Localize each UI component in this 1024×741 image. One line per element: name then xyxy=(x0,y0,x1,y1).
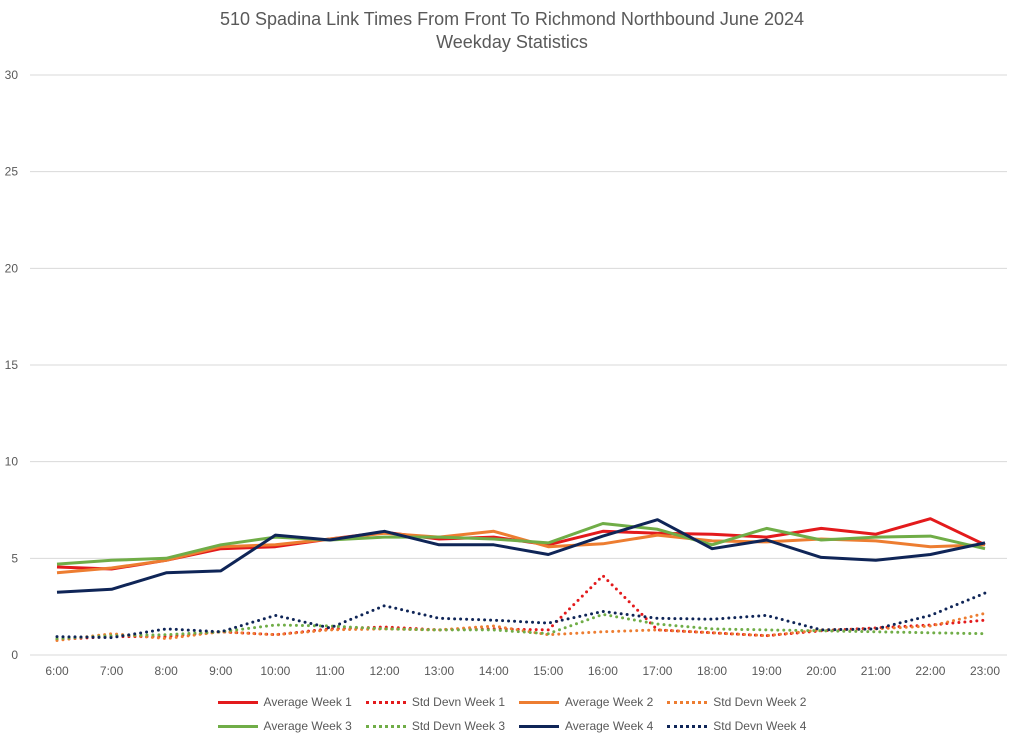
x-tick-label: 8:00 xyxy=(154,664,178,678)
y-tick-label: 15 xyxy=(5,358,19,372)
legend-label: Average Week 2 xyxy=(565,695,654,709)
x-tick-label: 12:00 xyxy=(370,664,400,678)
x-tick-label: 21:00 xyxy=(861,664,891,678)
legend-item: Std Devn Week 1 xyxy=(365,695,505,709)
chart-subtitle: Weekday Statistics xyxy=(436,32,588,52)
legend-swatch xyxy=(217,700,258,704)
legend-item: Std Devn Week 3 xyxy=(365,719,505,733)
x-tick-label: 19:00 xyxy=(752,664,782,678)
series-line-std-devn-week-3 xyxy=(55,612,987,641)
legend-swatch xyxy=(365,724,406,728)
legend-item: Average Week 1 xyxy=(217,695,352,709)
legend-label: Average Week 4 xyxy=(565,719,654,733)
legend-label: Std Devn Week 1 xyxy=(411,695,505,709)
line-chart: 0 5 10 15 20 25 30 6:00 7:00 8:00 9:00 10:00 11:00 12… xyxy=(5,68,1007,678)
legend-item: Std Devn Week 4 xyxy=(667,719,806,733)
x-tick-label: 15:00 xyxy=(533,664,563,678)
legend-swatch xyxy=(667,700,708,704)
y-tick-label: 5 xyxy=(11,551,18,565)
legend-row: Average Week 3 Std Devn Week 3 Average Wee… xyxy=(0,714,1024,738)
legend-label: Std Devn Week 2 xyxy=(713,695,807,709)
legend-label: Std Devn Week 4 xyxy=(713,719,807,733)
y-tick-label: 25 xyxy=(5,165,19,179)
x-tick-label: 18:00 xyxy=(697,664,727,678)
x-tick-label: 13:00 xyxy=(424,664,454,678)
x-tick-label: 6:00 xyxy=(45,664,69,678)
legend-swatch xyxy=(365,700,406,704)
legend-swatch xyxy=(667,724,708,728)
chart-title: 510 Spadina Link Times From Front To Ric… xyxy=(0,8,1024,54)
legend-row: Average Week 1 Std Devn Week 1 Average Wee… xyxy=(0,690,1024,714)
x-tick-label: 14:00 xyxy=(479,664,509,678)
legend-swatch xyxy=(519,724,559,728)
x-tick-label: 10:00 xyxy=(260,664,290,678)
series-line-average-week-1 xyxy=(56,517,986,571)
series-line-std-devn-week-2 xyxy=(55,611,987,642)
series-line-average-week-3 xyxy=(56,522,986,566)
legend-label: Average Week 1 xyxy=(263,695,352,709)
x-tick-label: 11:00 xyxy=(315,664,344,678)
legend: Average Week 1 Std Devn Week 1 Average Wee… xyxy=(0,690,1024,738)
x-tick-label: 7:00 xyxy=(100,664,124,678)
x-tick-label: 9:00 xyxy=(209,664,233,678)
legend-item: Average Week 2 xyxy=(519,695,653,709)
x-tick-label: 22:00 xyxy=(915,664,945,678)
y-tick-label: 10 xyxy=(5,455,19,469)
x-tick-label: 17:00 xyxy=(642,664,672,678)
chart-title-main: 510 Spadina Link Times From Front To Ric… xyxy=(220,9,804,29)
legend-item: Std Devn Week 2 xyxy=(667,695,806,709)
legend-swatch xyxy=(217,724,258,728)
y-tick-label: 0 xyxy=(11,648,18,662)
legend-item: Average Week 3 xyxy=(217,719,352,733)
x-tick-label: 20:00 xyxy=(806,664,836,678)
series-line-average-week-4 xyxy=(56,518,986,594)
series-line-std-devn-week-4 xyxy=(55,591,987,640)
x-tick-label: 23:00 xyxy=(970,664,1000,678)
x-tick-label: 16:00 xyxy=(588,664,618,678)
legend-swatch xyxy=(519,700,559,704)
legend-item: Average Week 4 xyxy=(519,719,653,733)
legend-label: Std Devn Week 3 xyxy=(411,719,505,733)
y-tick-label: 30 xyxy=(5,68,19,82)
y-tick-label: 20 xyxy=(5,261,19,275)
legend-label: Average Week 3 xyxy=(263,719,352,733)
